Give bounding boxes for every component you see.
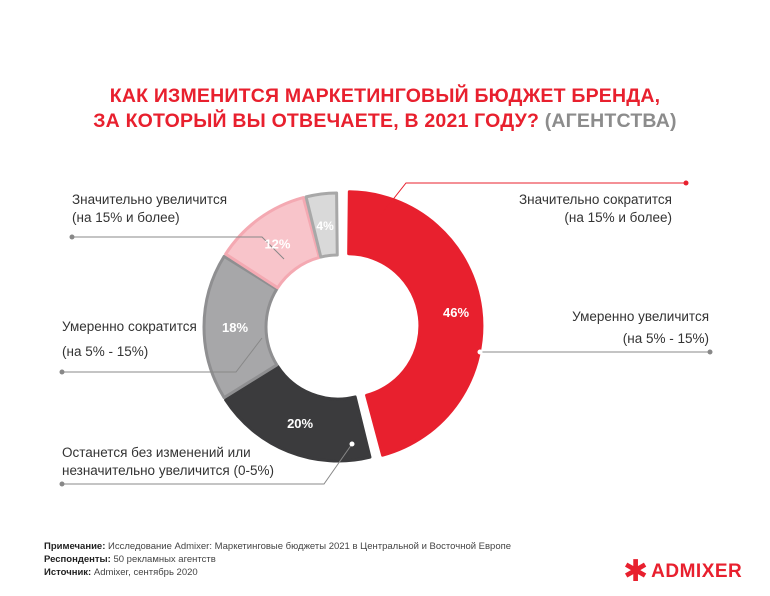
slice-moderate-decrease xyxy=(202,254,279,400)
donut-slices xyxy=(202,190,484,463)
title-line-1: КАК ИЗМЕНИТСЯ МАРКЕТИНГОВЫЙ БЮДЖЕТ БРЕНД… xyxy=(109,85,661,107)
leader-moderate-increase-end-dot xyxy=(477,349,483,355)
data-label-significant-increase: 12% xyxy=(264,237,290,252)
label-moderate-decrease-line1: Умеренно сократится xyxy=(62,319,197,334)
label-no-change: Останется без изменений или незначительн… xyxy=(62,444,274,480)
leader-significant-decrease-dot xyxy=(683,180,689,186)
data-label-moderate-decrease: 18% xyxy=(222,320,248,335)
label-significant-increase-line1: Значительно увеличится xyxy=(72,192,228,207)
footnote-note-text: Исследование Admixer: Маркетинговые бюдж… xyxy=(108,541,512,552)
leader-lines xyxy=(59,180,713,487)
leader-moderate-decrease-dot xyxy=(59,369,65,375)
label-significant-decrease-line2: (на 15% и более) xyxy=(564,210,672,225)
slice-significant-increase xyxy=(224,196,321,290)
label-moderate-increase-line1: Умеренно увеличится xyxy=(572,309,709,324)
footnote-source-text: Admixer, сентябрь 2020 xyxy=(93,567,198,578)
leader-significant-decrease xyxy=(379,182,686,217)
title-line-2: ЗА КОТОРЫЙ ВЫ ОТВЕЧАЕТЕ, В 2021 ГОДУ? (А… xyxy=(0,109,770,134)
label-significant-increase: Значительно увеличится (на 15% и более) xyxy=(72,191,227,227)
label-significant-decrease: Значительно сократится (на 15% и более) xyxy=(519,191,672,227)
footnote-respondents-text: 50 рекламных агентств xyxy=(113,554,216,565)
title-line-2-main: ЗА КОТОРЫЙ ВЫ ОТВЕЧАЕТЕ, В 2021 ГОДУ? xyxy=(93,110,540,132)
asterisk-icon: ✱ xyxy=(623,554,649,589)
footnote-note: Примечание: Исследование Admixer: Маркет… xyxy=(44,540,511,553)
label-moderate-decrease: Умеренно сократится (на 5% - 15%) xyxy=(62,318,197,361)
footnote-respondents-label: Респонденты: xyxy=(44,554,111,565)
data-label-no-change: 20% xyxy=(287,416,313,431)
label-no-change-line1: Останется без изменений или xyxy=(62,445,251,460)
leader-moderate-decrease xyxy=(62,337,263,373)
label-significant-increase-line2: (на 15% и более) xyxy=(72,210,180,225)
footnote-note-label: Примечание: xyxy=(44,541,106,552)
leader-significant-increase-dot xyxy=(69,234,75,240)
footnote-source: Источник: Admixer, сентябрь 2020 xyxy=(44,566,511,579)
admixer-logo: ✱ ADMIXER xyxy=(623,554,743,589)
data-label-moderate-increase: 46% xyxy=(443,305,469,320)
footnotes: Примечание: Исследование Admixer: Маркет… xyxy=(44,540,511,579)
title-line-2-suffix: (АГЕНТСТВА) xyxy=(544,110,677,132)
leader-no-change-end-dot xyxy=(349,441,355,447)
label-no-change-line2: незначительно увеличится (0-5%) xyxy=(62,463,274,478)
slice-moderate-increase xyxy=(347,190,484,457)
data-labels: 46% 20% 18% 12% 4% xyxy=(222,219,470,431)
leader-moderate-increase-dot xyxy=(707,349,713,355)
footnote-respondents: Респонденты: 50 рекламных агентств xyxy=(44,553,511,566)
label-significant-decrease-line1: Значительно сократится xyxy=(519,192,672,207)
leader-significant-increase xyxy=(72,236,285,260)
slice-no-change xyxy=(224,364,372,463)
chart-title: КАК ИЗМЕНИТСЯ МАРКЕТИНГОВЫЙ БЮДЖЕТ БРЕНД… xyxy=(0,84,770,134)
logo-wordmark: ADMIXER xyxy=(651,561,743,582)
slice-significant-decrease xyxy=(304,191,339,259)
leader-no-change xyxy=(62,443,353,485)
data-label-significant-decrease: 4% xyxy=(316,219,334,233)
footnote-source-label: Источник: xyxy=(44,567,92,578)
label-moderate-increase-line2: (на 5% - 15%) xyxy=(622,331,709,346)
label-moderate-decrease-line2: (на 5% - 15%) xyxy=(62,344,149,359)
label-moderate-increase: Умеренно увеличится (на 5% - 15%) xyxy=(572,308,709,348)
leader-no-change-dot xyxy=(59,481,65,487)
